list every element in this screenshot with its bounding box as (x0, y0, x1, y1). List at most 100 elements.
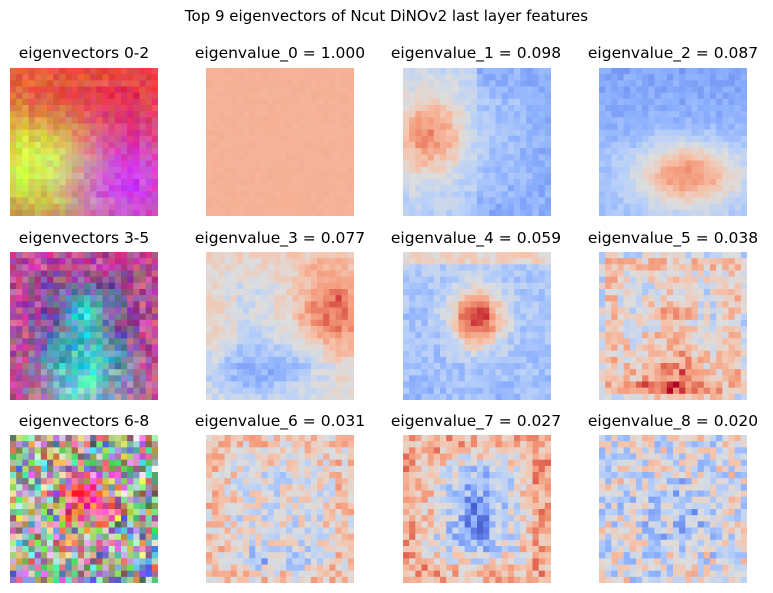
heatmap-cell (145, 105, 153, 112)
heatmap-cell (605, 92, 612, 100)
heatmap-cell (446, 92, 453, 100)
heatmap-cell (611, 135, 618, 143)
heatmap-cell (427, 92, 435, 100)
heatmap-cell (16, 105, 23, 112)
heatmap-cell (133, 295, 140, 302)
heatmap-cell (470, 356, 478, 364)
heatmap-cell (133, 185, 140, 192)
heatmap-cell (102, 191, 110, 198)
heatmap-cell (716, 185, 723, 192)
heatmap-cell (722, 387, 729, 395)
heatmap-cell (65, 154, 73, 161)
heatmap-cell (697, 270, 705, 278)
heatmap-cell (526, 98, 533, 106)
heatmap-cell (636, 209, 643, 216)
heatmap-cell (734, 252, 742, 259)
heatmap-cell (520, 338, 527, 345)
heatmap-cell (310, 74, 318, 81)
heatmap-cell (685, 185, 692, 192)
heatmap-cell (507, 203, 515, 211)
heatmap-cell (114, 447, 122, 454)
heatmap-cell (703, 332, 711, 339)
heatmap-cell (236, 74, 244, 81)
heatmap-cell (335, 92, 343, 100)
heatmap-cell (133, 148, 140, 155)
heatmap-cell (544, 74, 551, 81)
heatmap-cell (685, 344, 692, 352)
heatmap-cell (323, 344, 330, 352)
heatmap-cell (666, 381, 674, 389)
heatmap-cell (71, 441, 79, 448)
heatmap-cell (22, 258, 29, 265)
heatmap-cell (133, 209, 140, 216)
heatmap-cell (611, 129, 618, 137)
heatmap-cell (310, 387, 318, 395)
heatmap-cell (415, 270, 422, 278)
heatmap-cell (526, 276, 533, 284)
heatmap-cell (514, 319, 521, 327)
heatmap-cell (679, 129, 686, 137)
heatmap-cell (660, 117, 668, 124)
heatmap-cell (507, 344, 515, 352)
heatmap-cell (121, 203, 128, 211)
heatmap-cell (102, 123, 110, 131)
heatmap-cell (286, 375, 293, 382)
heatmap-cell (660, 332, 668, 339)
heatmap-cell (121, 307, 128, 315)
heatmap-cell (121, 276, 128, 284)
heatmap-cell (304, 74, 312, 81)
heatmap-cell (243, 68, 250, 75)
heatmap-cell (483, 252, 490, 259)
heatmap-cell (151, 350, 158, 358)
heatmap-cell (654, 166, 662, 174)
heatmap-cell (697, 319, 705, 327)
heatmap-cell (599, 381, 606, 389)
heatmap-cell (654, 68, 662, 75)
heatmap-cell (10, 68, 17, 75)
heatmap-cell (286, 123, 293, 131)
heatmap-cell (28, 80, 36, 87)
heatmap-cell (477, 129, 484, 137)
heatmap-cell (636, 326, 643, 333)
heatmap-cell (224, 313, 232, 321)
heatmap-cell (421, 258, 429, 265)
heatmap-cell (703, 179, 711, 186)
heatmap-cell (544, 393, 551, 400)
heatmap-cell (65, 435, 73, 442)
heatmap-cell (96, 148, 103, 155)
heatmap-cell (691, 356, 699, 364)
heatmap-cell (514, 80, 521, 87)
heatmap-cell (84, 111, 91, 118)
heatmap-cell (151, 344, 158, 352)
heatmap-cell (304, 252, 312, 259)
heatmap-cell (611, 117, 618, 124)
heatmap-cell (341, 356, 349, 364)
heatmap-cell (65, 502, 73, 510)
heatmap-cell (507, 338, 515, 345)
heatmap-cell (218, 203, 225, 211)
heatmap-cell (666, 98, 674, 106)
heatmap-cell (507, 80, 515, 87)
heatmap-cell (249, 344, 256, 352)
heatmap-cell (507, 295, 515, 302)
heatmap-cell (716, 74, 723, 81)
heatmap-cell (261, 289, 269, 296)
heatmap-cell (151, 319, 158, 327)
heatmap-cell (261, 209, 269, 216)
heatmap-cell (642, 80, 649, 87)
heatmap-cell (212, 369, 219, 376)
heatmap-cell (617, 326, 625, 333)
heatmap-cell (255, 258, 262, 265)
heatmap-cell (636, 387, 643, 395)
heatmap-cell (16, 447, 23, 454)
heatmap-cell (691, 105, 699, 112)
heatmap-cell (114, 441, 122, 448)
heatmap-cell (323, 295, 330, 302)
heatmap-cell (710, 295, 717, 302)
heatmap-cell (679, 252, 686, 259)
heatmap-cell (65, 105, 73, 112)
heatmap-cell (71, 154, 79, 161)
heatmap-cell (617, 338, 625, 345)
heatmap-cell (679, 166, 686, 174)
heatmap-cell (286, 307, 293, 315)
